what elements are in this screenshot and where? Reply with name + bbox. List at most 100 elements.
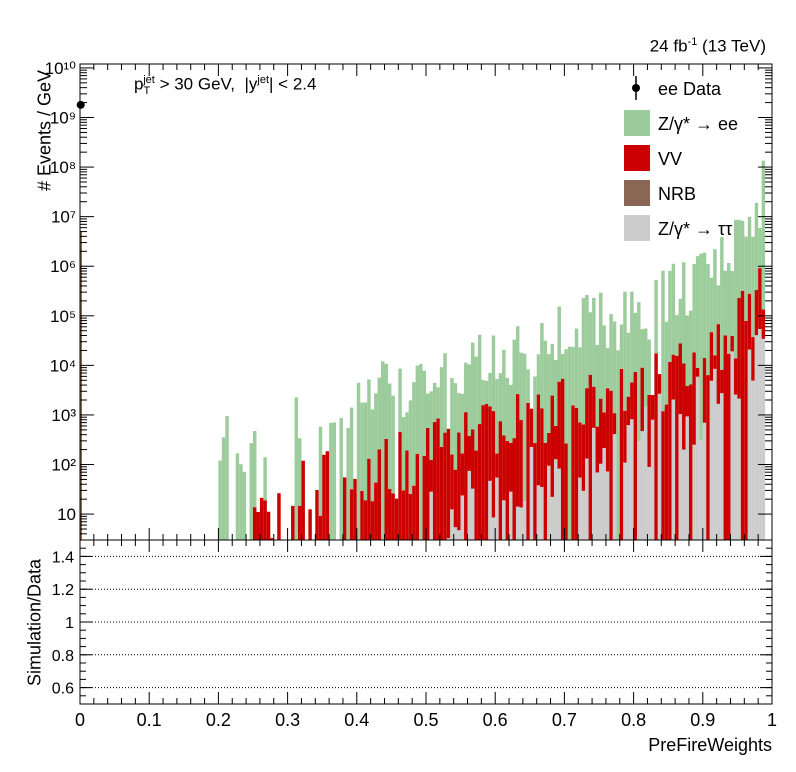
bar-zee (654, 279, 658, 354)
bar-vv (256, 511, 260, 540)
bar-zee (744, 236, 748, 321)
bar-ztautau (585, 458, 589, 540)
bar-zee (512, 339, 516, 439)
bar-zee (675, 315, 679, 356)
bar-ztautau (751, 380, 755, 540)
bar-ztautau (488, 480, 492, 540)
bar-vv (360, 490, 364, 540)
bar-ztautau (595, 472, 599, 540)
bar-zee (723, 270, 728, 336)
bar-ztautau (640, 431, 644, 540)
y-tick-label: 10⁵ (50, 307, 76, 326)
bar-zee (671, 263, 676, 355)
bar-ztautau (647, 466, 651, 540)
bar-vv (547, 433, 551, 466)
bar-vv (574, 408, 579, 540)
bar-ztautau (457, 530, 461, 540)
y-tick-label: 10⁷ (51, 208, 76, 227)
bar-zee (505, 377, 510, 441)
bar-zee (706, 264, 710, 376)
bar-ztautau (720, 393, 724, 540)
bar-ztautau (519, 507, 523, 540)
bar-zee (477, 334, 482, 425)
bar-vv (605, 388, 610, 472)
bar-ztautau (713, 368, 717, 540)
bar-zee (682, 262, 686, 364)
bar-vv (727, 353, 731, 540)
bar-ztautau (623, 462, 627, 540)
bar-zee (740, 220, 745, 291)
x-tick-label: 1 (767, 710, 777, 730)
bar-zee (318, 426, 323, 516)
bar-zee (398, 368, 402, 433)
bar-vv (733, 358, 738, 395)
bar-zee (457, 393, 461, 433)
bar-vv (450, 454, 454, 510)
bar-vv (460, 453, 465, 496)
bar-ztautau (460, 495, 465, 540)
bar-vv (370, 501, 375, 540)
bar-vv (394, 498, 399, 540)
x-tick-label: 0.6 (483, 710, 508, 730)
legend-data-marker (632, 84, 640, 92)
bar-vv (709, 332, 714, 381)
bar-vv (564, 443, 568, 540)
legend-label: ee Data (658, 79, 722, 99)
ratio-y-tick-label: 1 (65, 615, 74, 632)
bar-zee (498, 373, 503, 422)
bar-zee (540, 323, 544, 409)
x-tick-label: 0.7 (552, 710, 577, 730)
bar-vv (519, 419, 523, 508)
bar-vv (495, 453, 499, 478)
bar-vv (301, 460, 305, 540)
bar-ztautau (450, 509, 454, 540)
bar-vv (488, 406, 492, 481)
bar-zee (585, 294, 589, 389)
bar-zee (381, 361, 385, 540)
bar-zee (699, 253, 703, 441)
bar-zee (239, 464, 243, 540)
bar-zee (547, 354, 551, 434)
bar-vv (550, 395, 555, 497)
bar-zee (453, 383, 458, 470)
bar-ztautau (650, 419, 655, 540)
bar-zee (415, 365, 420, 454)
bar-zee (249, 443, 253, 540)
bar-vv (315, 489, 319, 540)
bar-ztautau (429, 491, 433, 540)
bar-zee (695, 256, 700, 368)
bar-vv (342, 477, 347, 540)
bar-zee (263, 457, 267, 501)
bar-zee (557, 306, 561, 382)
bar-vv (678, 343, 683, 415)
bar-vv (529, 408, 534, 447)
bar-zee (502, 349, 506, 436)
histogram-bars (76, 100, 766, 541)
bar-zee (554, 359, 558, 426)
x-tick-label: 0.4 (344, 710, 369, 730)
bar-zee (460, 393, 465, 454)
bar-nrb (80, 231, 82, 541)
y-tick-label: 10⁹ (50, 108, 76, 127)
x-tick-label: 0.1 (137, 710, 162, 730)
bar-ztautau (515, 506, 520, 540)
bar-zee (329, 422, 333, 540)
bar-zee (595, 344, 599, 427)
bar-ztautau (453, 527, 458, 540)
bar-ztautau (612, 434, 617, 540)
bar-vv (353, 478, 357, 540)
bar-vv (377, 449, 382, 540)
bar-zee (349, 407, 354, 490)
bar-ztautau (470, 488, 475, 540)
bar-zee (522, 353, 527, 502)
bar-vv (716, 324, 721, 404)
bar-zee (481, 380, 485, 406)
bar-zee (253, 431, 257, 508)
bar-vv (654, 353, 658, 540)
bar-zee (356, 382, 361, 540)
bar-zee (574, 328, 579, 409)
bar-vv (647, 394, 651, 467)
bar-ztautau (581, 490, 586, 540)
bar-zee (367, 379, 371, 459)
bar-zee (612, 321, 617, 414)
